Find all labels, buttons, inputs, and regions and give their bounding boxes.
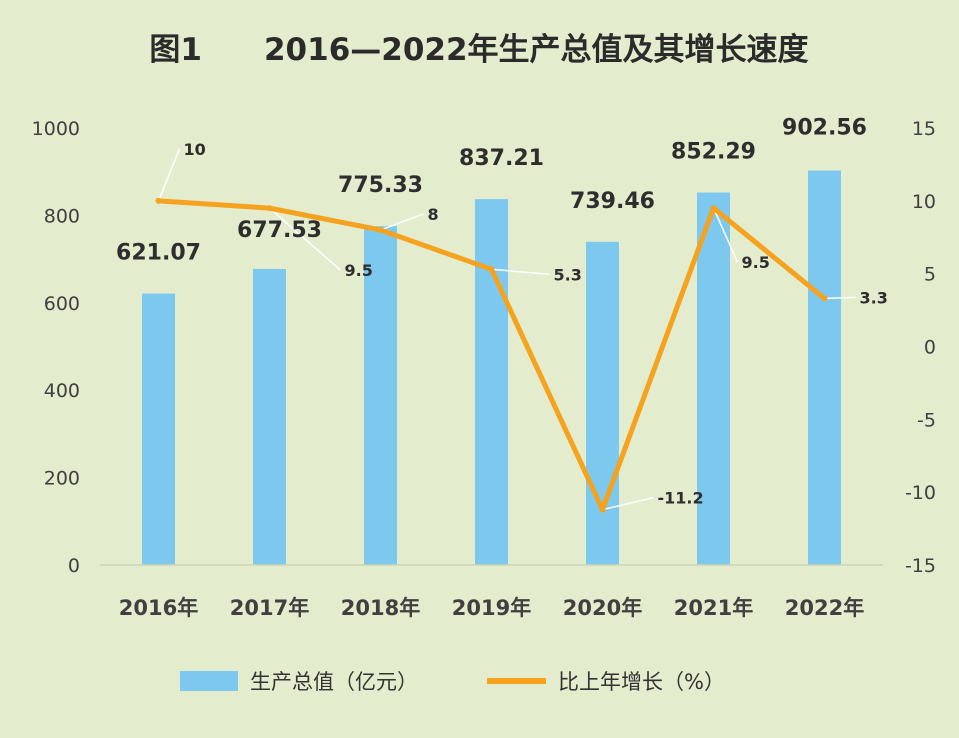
line-data-label: 5.3 [554, 265, 582, 284]
bar [808, 170, 841, 565]
line-segment [489, 266, 605, 513]
leader-line [380, 213, 424, 231]
chart-title: 图1 2016—2022年生产总值及其增长速度 [149, 32, 808, 68]
line-point [377, 226, 384, 233]
bar-data-label: 621.07 [116, 241, 201, 266]
left-axis-tick: 0 [68, 555, 80, 577]
line-point [599, 506, 606, 513]
line-segment [156, 198, 272, 211]
line-data-label: 9.5 [345, 261, 373, 280]
line-series [155, 197, 828, 513]
right-axis-tick: -10 [905, 482, 936, 504]
x-axis-tick-labels: 2016年 2017年 2018年 2019年 2020年 2021年 2022年 [119, 596, 864, 620]
bar-data-labels: 621.07 677.53 775.33 837.21 739.46 852.29 902.… [116, 116, 867, 266]
bar [142, 293, 175, 565]
x-axis-tick: 2016年 [119, 596, 198, 620]
leader-line [157, 148, 181, 202]
line-segment [378, 227, 494, 272]
right-axis: -15 -10 -5 0 5 10 15 [905, 118, 936, 577]
line-segment [711, 205, 827, 301]
x-axis-tick: 2018年 [341, 596, 420, 620]
legend: 生产总值（亿元） 比上年增长（%） [180, 670, 725, 694]
right-axis-tick: -5 [917, 409, 936, 431]
legend-bar-swatch [180, 671, 238, 691]
right-axis-tick: 10 [912, 191, 936, 213]
bar-data-label: 852.29 [671, 140, 756, 165]
legend-bar-label: 生产总值（亿元） [250, 670, 418, 694]
line-data-label: 10 [184, 140, 206, 159]
leader-line [269, 207, 341, 271]
right-axis-tick: 5 [924, 264, 936, 286]
right-axis-tick: 0 [924, 337, 936, 359]
bar-data-label: 902.56 [782, 116, 867, 141]
legend-line-label: 比上年增长（%） [558, 670, 725, 694]
line-data-label: 8 [428, 205, 439, 224]
bar [697, 192, 730, 566]
x-axis-tick: 2020年 [563, 596, 642, 620]
line-point [488, 266, 495, 273]
leader-line [491, 268, 550, 276]
right-axis-tick: 15 [912, 118, 936, 140]
line-data-label: 9.5 [742, 253, 770, 272]
line-data-label: 3.3 [860, 288, 888, 307]
line-data-label: -11.2 [658, 489, 704, 508]
left-axis-tick: 1000 [32, 118, 80, 140]
leader-line [824, 296, 856, 300]
bar [253, 268, 286, 565]
line-segment [267, 205, 383, 233]
left-axis-tick: 800 [44, 205, 80, 227]
line-point [821, 295, 828, 302]
left-axis-tick: 600 [44, 293, 80, 315]
bar-data-label: 775.33 [338, 173, 423, 198]
bar [475, 199, 508, 566]
right-axis-tick: -15 [905, 555, 936, 577]
bar-data-label: 739.46 [570, 189, 655, 214]
x-axis-tick: 2021年 [674, 596, 753, 620]
bar-data-label: 677.53 [237, 218, 322, 243]
bar-data-label: 837.21 [459, 146, 544, 171]
line-label-leaders [157, 148, 856, 511]
leader-line [602, 496, 654, 511]
left-axis-tick: 400 [44, 380, 80, 402]
line-point [155, 197, 162, 204]
x-axis-tick: 2022年 [785, 596, 864, 620]
left-axis: 0 200 400 600 800 1000 [32, 118, 80, 577]
line-segment [600, 205, 716, 513]
bar [364, 226, 397, 565]
leader-line [712, 207, 739, 263]
x-axis-tick: 2017年 [230, 596, 309, 620]
line-data-labels: 10 9.5 8 5.3 -11.2 9.5 3.3 [184, 140, 888, 508]
line-point [266, 205, 273, 212]
bar [586, 241, 619, 565]
x-axis-tick: 2019年 [452, 596, 531, 620]
left-axis-tick: 200 [44, 468, 80, 490]
line-point [710, 205, 717, 212]
